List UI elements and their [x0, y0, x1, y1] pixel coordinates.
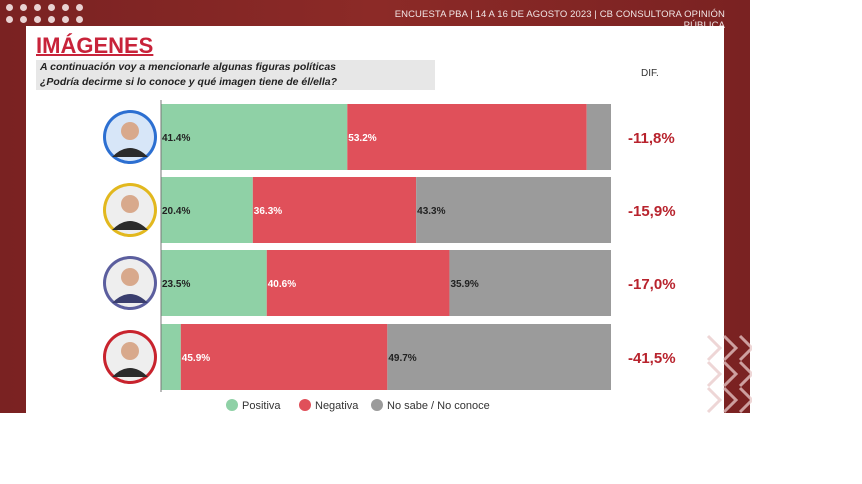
bar-negativa: [252, 177, 417, 243]
avatar: [103, 183, 157, 237]
data-label-positiva: 23.5%: [162, 279, 190, 290]
bar-positiva: [161, 177, 253, 243]
bar-positiva: [161, 104, 348, 170]
legend-label: No sabe / No conoce: [387, 400, 490, 412]
decorative-dot: [76, 16, 83, 23]
person-head-icon: [121, 195, 139, 213]
data-label-negativa: 45.9%: [182, 353, 210, 364]
person-body-icon: [112, 294, 148, 303]
bar-no-sabe: [586, 104, 611, 170]
bar-positiva: [161, 250, 267, 316]
bar-positiva: [161, 324, 181, 390]
person-head-icon: [121, 122, 139, 140]
legend-label: Positiva: [242, 400, 281, 412]
legend-marker: [299, 399, 311, 411]
avatar: [103, 330, 157, 384]
question-line-1: A continuación voy a mencionarle algunas…: [40, 61, 337, 73]
data-label-negativa: 36.3%: [254, 206, 282, 217]
dif-value: -41,5%: [628, 350, 676, 367]
decorative-dot: [20, 16, 27, 23]
bar-no-sabe: [416, 177, 611, 243]
question-box: [36, 60, 435, 90]
dif-value: -17,0%: [628, 276, 676, 293]
decorative-dot: [76, 4, 83, 11]
person-head-icon: [121, 342, 139, 360]
data-label-positiva: 20.4%: [162, 206, 190, 217]
question-line-2: ¿Podría decirme si lo conoce y qué image…: [40, 76, 338, 88]
dif-header: DIF.: [641, 68, 659, 79]
decorative-dot: [20, 4, 27, 11]
decorative-dot: [48, 16, 55, 23]
data-label-no-sabe: 35.9%: [450, 279, 478, 290]
avatar: [103, 110, 157, 164]
data-label-no-sabe: 43.3%: [417, 206, 445, 217]
person-body-icon: [112, 148, 148, 157]
header-source: ENCUESTA PBA | 14 A 16 DE AGOSTO 2023 | …: [394, 9, 725, 31]
legend-label: Negativa: [315, 400, 359, 412]
decorative-dot: [62, 16, 69, 23]
person-body-icon: [112, 368, 148, 377]
decorative-dot: [6, 16, 13, 23]
dif-value: -15,9%: [628, 203, 676, 220]
data-label-negativa: 53.2%: [348, 133, 376, 144]
legend-marker: [226, 399, 238, 411]
avatar: [103, 256, 157, 310]
legend-marker: [371, 399, 383, 411]
decorative-dot: [48, 4, 55, 11]
decorative-dot: [34, 4, 41, 11]
decorative-dots: [6, 2, 96, 24]
person-body-icon: [112, 221, 148, 230]
dif-value: -11,8%: [628, 130, 675, 147]
person-head-icon: [121, 268, 139, 286]
data-label-negativa: 40.6%: [268, 279, 296, 290]
bar-no-sabe: [387, 324, 611, 390]
decorative-dot: [62, 4, 69, 11]
bar-negativa: [180, 324, 388, 390]
decorative-dot: [34, 16, 41, 23]
bar-no-sabe: [449, 250, 611, 316]
bar-negativa: [266, 250, 450, 316]
bar-negativa: [347, 104, 587, 170]
chevron-decoration: [706, 334, 752, 414]
page-title: IMÁGENES: [36, 33, 154, 58]
data-label-no-sabe: 49.7%: [388, 353, 416, 364]
decorative-dot: [6, 4, 13, 11]
data-label-positiva: 41.4%: [162, 133, 190, 144]
